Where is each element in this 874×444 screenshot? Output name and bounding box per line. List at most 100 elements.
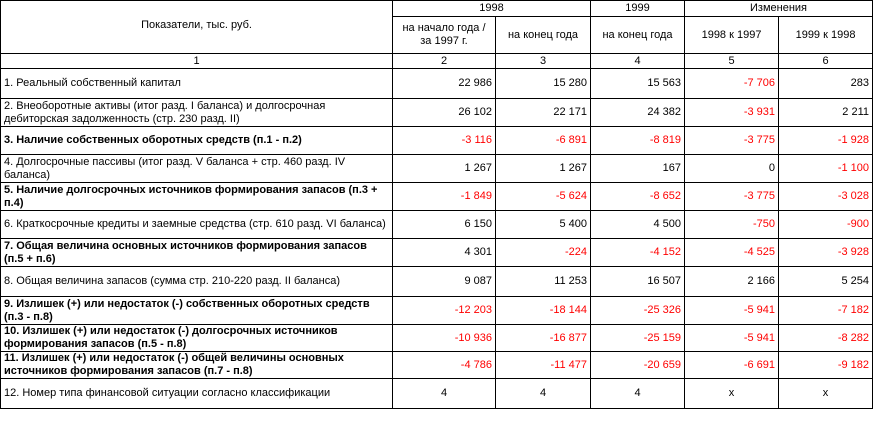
cell-value: 11 253 xyxy=(494,266,592,297)
cell-value: -7 182 xyxy=(778,296,874,325)
cell-value: 4 301 xyxy=(392,238,496,267)
header-year-row: Показатели, тыс. руб. 1998 1999 Изменени… xyxy=(0,0,874,54)
row-label: 10. Излишек (+) или недостаток (-) долго… xyxy=(0,324,393,352)
cell-value: 4 xyxy=(494,378,592,409)
header-sub-row: на начало года / за 1997 г. на конец год… xyxy=(1,16,874,54)
end-of-year-1999-header: на конец года xyxy=(590,16,686,54)
table-row: 4. Долгосрочные пассивы (итог разд. V ба… xyxy=(0,154,874,183)
row-label: 1. Реальный собственный капитал xyxy=(0,68,393,99)
cell-value: 15 280 xyxy=(494,68,592,99)
change-1999-vs-1998-header: 1999 к 1998 xyxy=(778,16,874,54)
cell-value: 16 507 xyxy=(590,266,686,297)
row-label: 8. Общая величина запасов (сумма стр. 21… xyxy=(0,266,393,297)
cell-value: 1 267 xyxy=(392,154,496,183)
cell-value: -3 028 xyxy=(778,182,874,211)
cell-value: -1 100 xyxy=(778,154,874,183)
change-1998-vs-1997-header: 1998 к 1997 xyxy=(684,16,780,54)
cell-value: 167 xyxy=(590,154,686,183)
row-label: 4. Долгосрочные пассивы (итог разд. V ба… xyxy=(0,154,393,183)
table-row: 11. Излишек (+) или недостаток (-) общей… xyxy=(0,351,874,379)
cell-value: -6 691 xyxy=(684,351,780,379)
table-row: 2. Внеоборотные активы (итог разд. I бал… xyxy=(0,98,874,127)
year-1998-header: 1998 xyxy=(391,0,592,17)
cell-value: -3 775 xyxy=(684,126,780,155)
row-label: 6. Краткосрочные кредиты и заемные средс… xyxy=(0,210,393,239)
cell-value: 2 166 xyxy=(684,266,780,297)
cell-value: x xyxy=(778,378,874,409)
table-row: 5. Наличие долгосрочных источников форми… xyxy=(0,182,874,211)
cell-value: -6 891 xyxy=(494,126,592,155)
cell-value: 5 254 xyxy=(778,266,874,297)
cell-value: -16 877 xyxy=(494,324,592,352)
cell-value: -4 525 xyxy=(684,238,780,267)
cell-value: 4 xyxy=(590,378,686,409)
table-row: 3. Наличие собственных оборотных средств… xyxy=(0,126,874,155)
financial-stability-table: Показатели, тыс. руб. 1998 1999 Изменени… xyxy=(0,0,874,409)
row-label: 3. Наличие собственных оборотных средств… xyxy=(0,126,393,155)
indicators-header: Показатели, тыс. руб. xyxy=(0,0,393,54)
column-number: 3 xyxy=(494,53,592,69)
cell-value: -3 116 xyxy=(392,126,496,155)
cell-value: -10 936 xyxy=(392,324,496,352)
changes-header: Изменения xyxy=(684,0,874,17)
cell-value: -5 941 xyxy=(684,324,780,352)
cell-value: -5 941 xyxy=(684,296,780,325)
cell-value: 9 087 xyxy=(392,266,496,297)
column-number-row: 1 2 3 4 5 6 xyxy=(0,53,874,69)
cell-value: 22 171 xyxy=(494,98,592,127)
cell-value: -4 152 xyxy=(590,238,686,267)
cell-value: 1 267 xyxy=(494,154,592,183)
cell-value: -12 203 xyxy=(392,296,496,325)
cell-value: 4 500 xyxy=(590,210,686,239)
table-row: 9. Излишек (+) или недостаток (-) собств… xyxy=(0,296,874,325)
cell-value: -9 182 xyxy=(778,351,874,379)
cell-value: -224 xyxy=(494,238,592,267)
cell-value: x xyxy=(684,378,780,409)
cell-value: -18 144 xyxy=(494,296,592,325)
table-row: 1. Реальный собственный капитал 22 986 15 … xyxy=(0,68,874,99)
cell-value: -25 326 xyxy=(590,296,686,325)
row-label: 7. Общая величина основных источников фо… xyxy=(0,238,393,267)
end-of-year-1998-header: на конец года xyxy=(494,16,592,54)
cell-value: -8 819 xyxy=(590,126,686,155)
cell-value: 26 102 xyxy=(392,98,496,127)
cell-value: -3 775 xyxy=(684,182,780,211)
cell-value: 0 xyxy=(684,154,780,183)
cell-value: 283 xyxy=(778,68,874,99)
cell-value: 6 150 xyxy=(392,210,496,239)
cell-value: -900 xyxy=(778,210,874,239)
table-row: 7. Общая величина основных источников фо… xyxy=(0,238,874,267)
cell-value: -20 659 xyxy=(590,351,686,379)
cell-value: 24 382 xyxy=(590,98,686,127)
table-row: 10. Излишек (+) или недостаток (-) долго… xyxy=(0,324,874,352)
column-number: 6 xyxy=(778,53,874,69)
row-label: 2. Внеоборотные активы (итог разд. I бал… xyxy=(0,98,393,127)
cell-value: 2 211 xyxy=(778,98,874,127)
cell-value: 15 563 xyxy=(590,68,686,99)
cell-value: -5 624 xyxy=(494,182,592,211)
row-label: 5. Наличие долгосрочных источников форми… xyxy=(0,182,393,211)
cell-value: -1 928 xyxy=(778,126,874,155)
column-number: 5 xyxy=(684,53,780,69)
table-row: 12. Номер типа финансовой ситуации согла… xyxy=(0,378,874,409)
cell-value: -7 706 xyxy=(684,68,780,99)
column-number: 1 xyxy=(0,53,393,69)
cell-value: -750 xyxy=(684,210,780,239)
column-number: 4 xyxy=(590,53,686,69)
cell-value: 4 xyxy=(392,378,496,409)
cell-value: -3 931 xyxy=(684,98,780,127)
cell-value: -3 928 xyxy=(778,238,874,267)
table-row: 8. Общая величина запасов (сумма стр. 21… xyxy=(0,266,874,297)
start-of-year-header: на начало года / за 1997 г. xyxy=(392,16,496,54)
column-number: 2 xyxy=(392,53,496,69)
table-row: 6. Краткосрочные кредиты и заемные средс… xyxy=(0,210,874,239)
cell-value: -1 849 xyxy=(392,182,496,211)
cell-value: -4 786 xyxy=(392,351,496,379)
cell-value: -25 159 xyxy=(590,324,686,352)
cell-value: 5 400 xyxy=(494,210,592,239)
cell-value: -8 282 xyxy=(778,324,874,352)
row-label: 11. Излишек (+) или недостаток (-) общей… xyxy=(0,351,393,379)
row-label: 9. Излишек (+) или недостаток (-) собств… xyxy=(0,296,393,325)
row-label: 12. Номер типа финансовой ситуации согла… xyxy=(0,378,393,409)
year-1999-header: 1999 xyxy=(590,0,686,17)
